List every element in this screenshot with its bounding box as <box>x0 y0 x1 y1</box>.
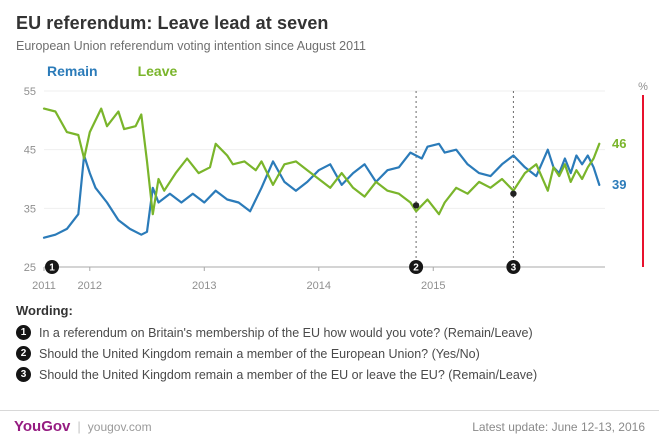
x-axis-label: 2012 <box>78 280 102 292</box>
footer: YouGov | yougov.com Latest update: June … <box>0 410 659 443</box>
wording-bullet-3-icon: 3 <box>16 367 31 382</box>
wording-marker-3-icon <box>506 260 521 274</box>
wording-text-2: Should the United Kingdom remain a membe… <box>39 346 480 361</box>
yougov-logo[interactable]: YouGov <box>14 418 71 435</box>
leave-line <box>42 107 601 216</box>
page-subtitle: European Union referendum voting intenti… <box>16 39 367 53</box>
wording-item: 2 Should the United Kingdom remain a mem… <box>16 346 643 361</box>
wording-marker-number: 1 <box>49 263 55 274</box>
legend-remain-label: Remain <box>47 63 98 79</box>
footer-divider: | <box>77 419 81 434</box>
wording-text-1: In a referendum on Britain's membership … <box>39 325 533 340</box>
y-axis-label: 25 <box>24 262 36 274</box>
wording-marker-number: 2 <box>413 263 419 274</box>
remain-end-value: 39 <box>612 177 626 192</box>
x-axis-label: 2014 <box>307 280 331 292</box>
x-axis-label: 2011 <box>32 280 56 292</box>
leave-end-value: 46 <box>612 136 626 151</box>
wording-marker-2-icon <box>409 260 424 274</box>
wording-item: 3 Should the United Kingdom remain a mem… <box>16 367 643 382</box>
legend-leave-label: Leave <box>137 63 178 79</box>
y-axis-label: 35 <box>24 203 36 215</box>
voting-intention-chart: 55 45 35 25 2011 2012 2013 2014 2015 39 46 1 2 3% <box>24 81 648 292</box>
footer-brand-group: YouGov | yougov.com <box>14 418 152 435</box>
wording-section: Wording: 1 In a referendum on Britain's … <box>0 295 659 388</box>
x-axis-label: 2015 <box>421 280 445 292</box>
wording-marker-number: 3 <box>511 263 517 274</box>
y-axis-label: 55 <box>24 86 36 98</box>
wording-heading: Wording: <box>16 303 73 318</box>
percent-axis-label: % <box>638 81 648 93</box>
latest-update-text: Latest update: June 12-13, 2016 <box>472 419 645 434</box>
wording-change-dot <box>412 202 420 209</box>
wording-bullet-2-icon: 2 <box>16 346 31 361</box>
wording-item: 1 In a referendum on Britain's membershi… <box>16 325 643 340</box>
wording-change-dot <box>510 190 517 197</box>
y-axis-label: 45 <box>24 145 36 157</box>
page-title: EU referendum: Leave lead at seven <box>16 13 329 33</box>
header: EU referendum: Leave lead at seven Europ… <box>0 0 659 53</box>
wording-marker-1-icon <box>45 260 59 274</box>
remain-line <box>42 142 601 239</box>
wording-text-3: Should the United Kingdom remain a membe… <box>39 367 538 382</box>
yougov-site-link[interactable]: yougov.com <box>87 419 152 434</box>
wording-bullet-1-icon: 1 <box>16 325 31 340</box>
x-axis-label: 2013 <box>192 280 216 292</box>
chart-legend: Remain Leave <box>0 63 659 79</box>
